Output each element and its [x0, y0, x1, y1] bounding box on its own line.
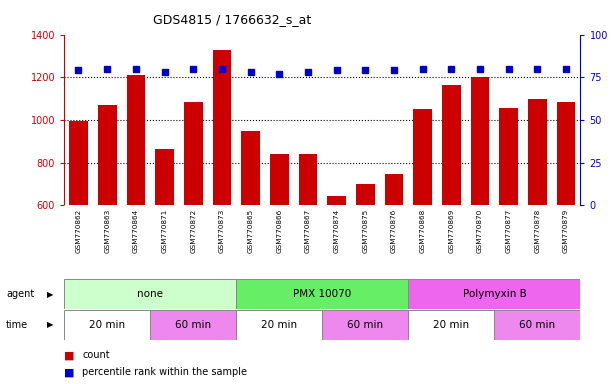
- Text: GSM770878: GSM770878: [535, 209, 540, 253]
- Text: ▶: ▶: [48, 290, 54, 299]
- Text: GSM770864: GSM770864: [133, 209, 139, 253]
- Bar: [241, 131, 260, 205]
- Bar: [327, 196, 346, 205]
- Bar: [470, 77, 489, 205]
- Bar: [494, 310, 580, 340]
- Bar: [323, 310, 408, 340]
- Text: GSM770872: GSM770872: [190, 209, 196, 253]
- Bar: [64, 310, 150, 340]
- Bar: [442, 85, 461, 205]
- Text: GSM770865: GSM770865: [247, 209, 254, 253]
- Text: GSM770862: GSM770862: [76, 209, 81, 253]
- Text: ■: ■: [64, 350, 75, 360]
- Text: none: none: [137, 289, 163, 299]
- Bar: [184, 102, 203, 205]
- Text: PMX 10070: PMX 10070: [293, 289, 351, 299]
- Bar: [408, 279, 580, 309]
- Text: GSM770876: GSM770876: [391, 209, 397, 253]
- Bar: [126, 75, 145, 205]
- Text: GDS4815 / 1766632_s_at: GDS4815 / 1766632_s_at: [153, 13, 312, 26]
- Text: 60 min: 60 min: [175, 320, 211, 330]
- Bar: [528, 99, 547, 205]
- Text: GSM770875: GSM770875: [362, 209, 368, 253]
- Text: GSM770870: GSM770870: [477, 209, 483, 253]
- Text: GSM770869: GSM770869: [448, 209, 455, 253]
- Text: GSM770867: GSM770867: [305, 209, 311, 253]
- Text: time: time: [6, 320, 28, 330]
- Text: 20 min: 20 min: [89, 320, 125, 330]
- Bar: [385, 174, 403, 205]
- Text: count: count: [82, 350, 110, 360]
- Text: ▶: ▶: [48, 320, 54, 329]
- Bar: [155, 149, 174, 205]
- Text: Polymyxin B: Polymyxin B: [463, 289, 526, 299]
- Text: agent: agent: [6, 289, 34, 299]
- Bar: [408, 310, 494, 340]
- Text: GSM770868: GSM770868: [420, 209, 426, 253]
- Text: percentile rank within the sample: percentile rank within the sample: [82, 367, 247, 377]
- Bar: [270, 154, 288, 205]
- Text: GSM770877: GSM770877: [506, 209, 512, 253]
- Text: 60 min: 60 min: [347, 320, 383, 330]
- Bar: [557, 102, 576, 205]
- Bar: [414, 109, 432, 205]
- Bar: [299, 154, 317, 205]
- Bar: [499, 108, 518, 205]
- Bar: [64, 279, 236, 309]
- Bar: [69, 121, 88, 205]
- Text: 20 min: 20 min: [433, 320, 469, 330]
- Text: GSM770866: GSM770866: [276, 209, 282, 253]
- Text: 60 min: 60 min: [519, 320, 555, 330]
- Bar: [150, 310, 236, 340]
- Text: 20 min: 20 min: [262, 320, 298, 330]
- Bar: [213, 50, 231, 205]
- Text: GSM770863: GSM770863: [104, 209, 110, 253]
- Text: GSM770874: GSM770874: [334, 209, 340, 253]
- Text: GSM770873: GSM770873: [219, 209, 225, 253]
- Text: GSM770871: GSM770871: [161, 209, 167, 253]
- Text: ■: ■: [64, 367, 75, 377]
- Bar: [356, 184, 375, 205]
- Text: GSM770879: GSM770879: [563, 209, 569, 253]
- Bar: [236, 310, 323, 340]
- Bar: [236, 279, 408, 309]
- Bar: [98, 105, 117, 205]
